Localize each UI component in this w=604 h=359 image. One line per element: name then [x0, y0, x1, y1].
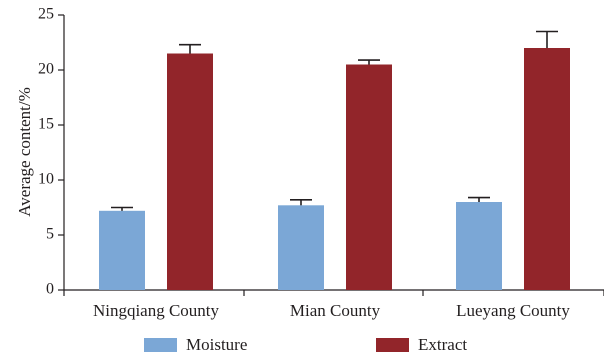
y-tick-label: 5: [46, 226, 54, 243]
y-axis-title: Average content/%: [15, 87, 34, 216]
legend-swatch-extract: [376, 338, 409, 352]
y-tick-label: 10: [38, 171, 54, 188]
bars: [99, 30, 570, 290]
bar-moisture: [278, 205, 324, 290]
y-tick-label: 0: [46, 281, 54, 298]
y-tick-label: 15: [38, 116, 54, 133]
bar-extract: [346, 64, 392, 290]
x-tick-label: Mian County: [290, 301, 381, 320]
y-tick-label: 20: [38, 61, 54, 78]
bar-moisture: [99, 210, 145, 290]
x-tick-label: Lueyang County: [456, 301, 570, 320]
bar-moisture: [456, 202, 502, 290]
legend-swatch-moisture: [144, 338, 177, 352]
axes: 0 5 10 15 20 25 Ningqiang County Mian County Lue…: [38, 6, 604, 320]
legend-label-moisture: Moisture: [186, 335, 247, 354]
x-tick-label: Ningqiang County: [93, 301, 220, 320]
legend: Moisture Extract: [144, 335, 467, 354]
bar-extract: [167, 53, 213, 290]
legend-label-extract: Extract: [418, 335, 467, 354]
y-tick-label: 25: [38, 6, 54, 23]
bar-extract: [524, 48, 570, 290]
